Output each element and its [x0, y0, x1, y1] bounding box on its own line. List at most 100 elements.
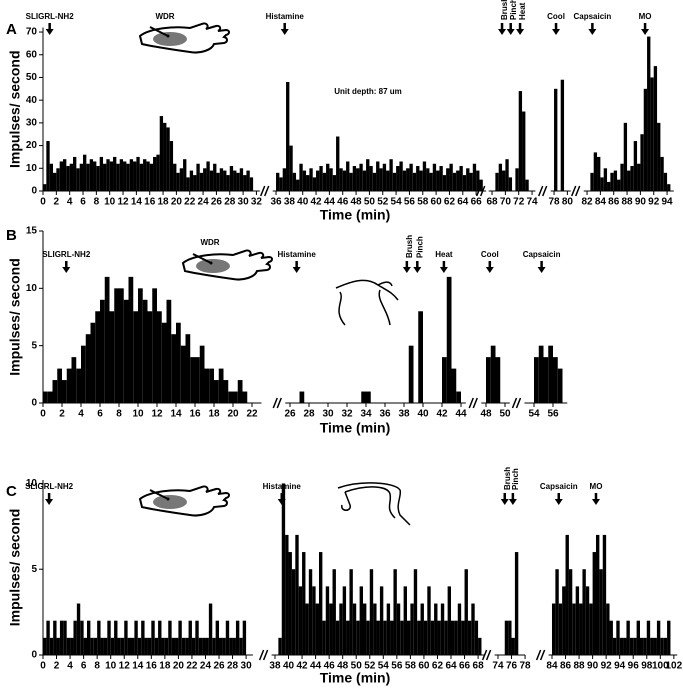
- x-tick-label: 34: [360, 409, 372, 420]
- bar: [166, 127, 170, 191]
- bar: [276, 172, 280, 191]
- arrow-label: Capsaicin: [573, 12, 611, 21]
- bar: [195, 620, 199, 655]
- bar: [146, 161, 150, 191]
- bar: [342, 586, 347, 655]
- bar: [89, 159, 94, 191]
- x-tick-label: 40: [417, 409, 429, 420]
- arrow-label: MO: [639, 12, 652, 21]
- panel-label: B: [6, 227, 17, 244]
- bar: [239, 168, 244, 191]
- bar: [302, 552, 306, 655]
- arrow-label: Histamine: [278, 250, 317, 259]
- y-tick-label: 50: [26, 72, 38, 83]
- bar: [136, 156, 140, 191]
- bar: [508, 177, 513, 191]
- axis-break: [260, 185, 266, 197]
- bar: [53, 172, 57, 191]
- bar: [572, 603, 576, 655]
- bar: [147, 311, 153, 403]
- axis-break: [511, 397, 518, 409]
- bar: [205, 637, 209, 655]
- bar: [352, 166, 357, 191]
- x-tick-label: 10: [105, 661, 117, 672]
- x-tick-label: 94: [614, 661, 626, 672]
- bar: [81, 345, 86, 403]
- bar: [119, 288, 124, 403]
- bar: [281, 483, 286, 655]
- bar: [215, 620, 220, 655]
- bar: [126, 163, 130, 191]
- bar: [131, 637, 135, 655]
- probe-tip: [209, 261, 213, 265]
- bar: [243, 175, 247, 191]
- x-tick-label: 28: [224, 197, 236, 208]
- bar: [359, 586, 363, 655]
- bar: [643, 637, 647, 655]
- bar: [629, 637, 634, 655]
- arrow-label: Pinch: [511, 468, 520, 490]
- x-tick-label: 64: [457, 197, 469, 208]
- x-tick-label: 78: [520, 661, 532, 672]
- bar: [152, 288, 157, 403]
- bar: [329, 168, 333, 191]
- x-tick-label: 68: [486, 197, 498, 208]
- bar: [156, 154, 160, 191]
- bar: [237, 380, 243, 403]
- x-tick-label: 0: [40, 409, 46, 420]
- x-tick-label: 58: [417, 197, 429, 208]
- arrow-head: [506, 29, 515, 35]
- x-tick-label: 6: [81, 661, 87, 672]
- arrow-label: Cool: [481, 250, 499, 259]
- x-tick-label: 2: [59, 409, 65, 420]
- probe: [149, 489, 169, 500]
- x-tick-label: 10: [104, 197, 116, 208]
- arrow-label: Heat: [518, 2, 527, 20]
- x-tick-label: 26: [211, 197, 223, 208]
- x-tick-label: 84: [595, 197, 607, 208]
- bar: [153, 156, 157, 191]
- bar: [335, 620, 340, 655]
- bar: [558, 603, 563, 655]
- arrow-label: Brush: [500, 0, 509, 20]
- bar: [417, 620, 421, 655]
- bar: [650, 637, 654, 655]
- bar: [99, 156, 104, 191]
- bar: [582, 569, 586, 655]
- x-tick-label: 92: [601, 661, 613, 672]
- bar: [660, 156, 664, 191]
- bar: [52, 380, 58, 403]
- bar: [181, 637, 186, 655]
- bar: [607, 181, 611, 191]
- bar: [609, 620, 613, 655]
- bar: [389, 159, 393, 191]
- x-tick-label: 48: [351, 197, 363, 208]
- bar: [59, 620, 64, 655]
- x-tick-label: 98: [641, 661, 653, 672]
- bar: [189, 170, 194, 191]
- x-tick-label: 60: [431, 197, 443, 208]
- x-tick-label: 56: [391, 661, 403, 672]
- bar: [236, 172, 240, 191]
- x-tick-label: 24: [198, 197, 210, 208]
- bar: [413, 569, 418, 655]
- x-tick-label: 4: [78, 409, 84, 420]
- y-tick-label: 10: [26, 283, 38, 294]
- bar: [429, 172, 433, 191]
- bar: [282, 168, 287, 191]
- bar: [474, 620, 479, 655]
- bar: [164, 637, 169, 655]
- bar: [315, 603, 319, 655]
- probe: [192, 253, 212, 264]
- bar: [339, 603, 343, 655]
- bar: [129, 159, 134, 191]
- x-tick-label: 14: [170, 409, 182, 420]
- bar: [396, 603, 401, 655]
- arrow-label: Pinch: [415, 236, 424, 258]
- x-tick-label: 46: [337, 197, 349, 208]
- bar: [390, 620, 394, 655]
- bar: [291, 569, 296, 655]
- bar: [663, 637, 668, 655]
- bar: [352, 603, 357, 655]
- bar: [279, 177, 283, 191]
